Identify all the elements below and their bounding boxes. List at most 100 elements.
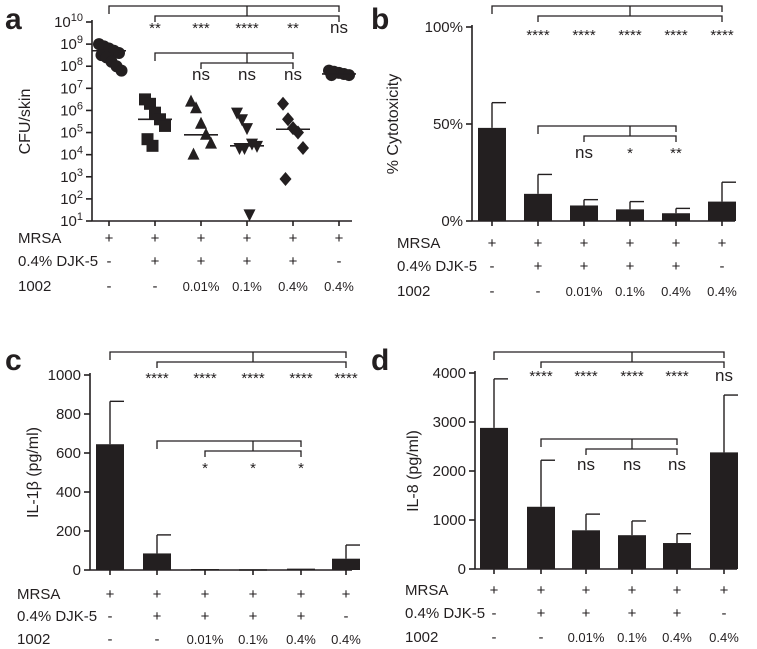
significance-bracket-2 bbox=[540, 438, 678, 447]
condition-value: + bbox=[718, 235, 727, 252]
significance-bracket bbox=[493, 351, 725, 360]
bar bbox=[710, 452, 738, 569]
condition-value: 0.01% bbox=[568, 630, 605, 645]
condition-value: - bbox=[108, 608, 113, 625]
data-point bbox=[231, 107, 243, 120]
significance-bracket bbox=[108, 5, 340, 14]
data-point bbox=[200, 127, 212, 140]
y-tick-label: 0% bbox=[441, 213, 463, 230]
significance-label: **** bbox=[618, 27, 642, 44]
bar bbox=[662, 213, 690, 221]
y-tick-label: 109 bbox=[60, 34, 83, 53]
y-tick-label: 50% bbox=[433, 116, 463, 133]
condition-value: + bbox=[153, 608, 162, 625]
bar bbox=[191, 569, 219, 571]
condition-value: + bbox=[289, 253, 298, 270]
condition-value: + bbox=[582, 605, 591, 622]
condition-value: - bbox=[536, 283, 541, 300]
panel-letter: c bbox=[5, 344, 22, 377]
condition-value: + bbox=[580, 258, 589, 275]
data-point bbox=[251, 140, 263, 153]
significance-label: ns bbox=[577, 455, 595, 474]
condition-value: + bbox=[197, 230, 206, 247]
condition-value: + bbox=[289, 230, 298, 247]
significance-label: ns bbox=[623, 455, 641, 474]
significance-label: ns bbox=[668, 455, 686, 474]
condition-value: + bbox=[151, 253, 160, 270]
bar bbox=[663, 543, 691, 569]
bar bbox=[478, 127, 506, 221]
bar bbox=[618, 535, 646, 569]
condition-value: + bbox=[537, 582, 546, 599]
significance-bracket-inner bbox=[156, 361, 347, 368]
significance-label: ns bbox=[575, 143, 593, 162]
significance-label: **** bbox=[241, 370, 265, 387]
condition-value: 0.1% bbox=[615, 284, 645, 299]
significance-label: * bbox=[250, 460, 256, 477]
condition-value: - bbox=[344, 608, 349, 625]
y-tick-label: 105 bbox=[60, 123, 83, 142]
significance-label: **** bbox=[529, 368, 553, 385]
y-tick-label: 2000 bbox=[433, 463, 466, 480]
significance-label: ** bbox=[149, 20, 161, 37]
y-axis-label: CFU/skin bbox=[17, 89, 34, 155]
significance-label: * bbox=[298, 460, 304, 477]
bar bbox=[143, 553, 171, 570]
condition-value: + bbox=[243, 253, 252, 270]
condition-value: - bbox=[490, 283, 495, 300]
significance-label: ** bbox=[670, 145, 682, 162]
bar bbox=[480, 427, 508, 569]
data-point bbox=[325, 69, 338, 82]
data-point bbox=[241, 123, 253, 136]
significance-label: ns bbox=[715, 366, 733, 385]
y-tick-label: 104 bbox=[60, 145, 83, 164]
condition-row-label: MRSA bbox=[17, 586, 60, 603]
panel-d: d 0 1000 2000 3000 4000 IL-8 (pg/ml) **** **** **… bbox=[371, 344, 739, 646]
significance-bracket-2 bbox=[154, 52, 294, 61]
significance-label: ns bbox=[284, 65, 302, 84]
bar bbox=[287, 568, 315, 571]
condition-value: + bbox=[628, 582, 637, 599]
y-axis-label: IL-1β (pg/ml) bbox=[25, 427, 42, 518]
significance-label: ns bbox=[238, 65, 256, 84]
bar bbox=[708, 201, 736, 221]
condition-value: + bbox=[534, 258, 543, 275]
data-point bbox=[190, 101, 202, 114]
condition-value: 0.4% bbox=[661, 284, 691, 299]
condition-value: + bbox=[335, 230, 344, 247]
condition-value: + bbox=[297, 586, 306, 603]
condition-value: 0.4% bbox=[707, 284, 737, 299]
condition-row-label: 0.4% DJK-5 bbox=[18, 253, 98, 270]
panel-letter: b bbox=[371, 3, 389, 36]
y-tick-label: 1000 bbox=[48, 367, 81, 384]
panel-letter: a bbox=[5, 3, 22, 36]
significance-bracket-2-inner bbox=[204, 450, 302, 457]
significance-label: ns bbox=[330, 18, 348, 37]
condition-value: - bbox=[492, 605, 497, 622]
y-tick-label: 800 bbox=[56, 406, 81, 423]
condition-value: + bbox=[580, 235, 589, 252]
y-tick-label: 101 bbox=[60, 211, 83, 230]
y-tick-label: 1000 bbox=[433, 512, 466, 529]
significance-label: **** bbox=[572, 27, 596, 44]
condition-value: + bbox=[673, 605, 682, 622]
condition-value: + bbox=[153, 586, 162, 603]
condition-value: 0.1% bbox=[617, 630, 647, 645]
condition-value: 0.1% bbox=[238, 632, 268, 647]
y-tick-label: 106 bbox=[60, 100, 83, 119]
condition-value: + bbox=[105, 230, 114, 247]
condition-value: + bbox=[720, 582, 729, 599]
significance-label: **** bbox=[664, 27, 688, 44]
y-tick-label: 0 bbox=[458, 561, 466, 578]
significance-bracket-inner bbox=[537, 15, 723, 22]
condition-value: + bbox=[201, 586, 210, 603]
y-tick-label: 108 bbox=[60, 56, 83, 75]
panel-b: b0%50%100%% Cytotoxicity**** **** **** ****… bbox=[371, 3, 737, 300]
condition-value: + bbox=[249, 586, 258, 603]
condition-value: + bbox=[197, 253, 206, 270]
data-point bbox=[159, 119, 171, 132]
significance-label: ns bbox=[192, 65, 210, 84]
data-point bbox=[243, 209, 256, 222]
